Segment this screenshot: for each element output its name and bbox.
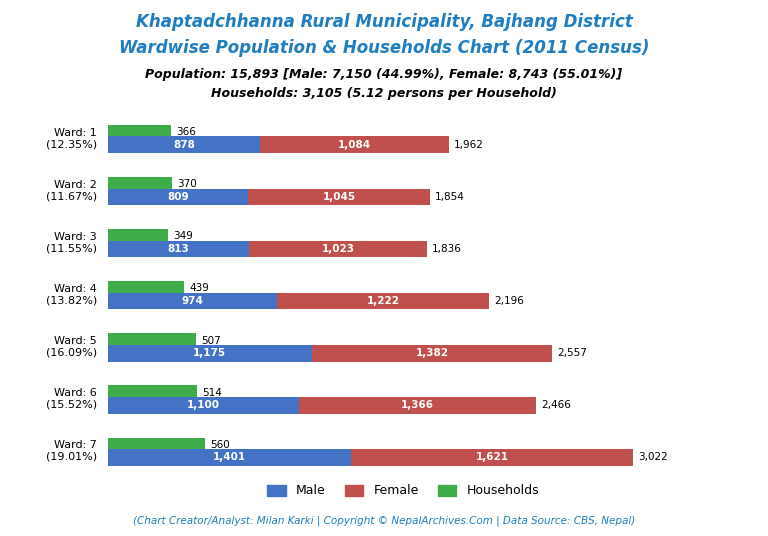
Bar xyxy=(108,241,249,257)
Text: 1,401: 1,401 xyxy=(213,452,246,463)
Text: Households: 3,105 (5.12 persons per Household): Households: 3,105 (5.12 persons per Hous… xyxy=(211,87,557,100)
Text: 2,196: 2,196 xyxy=(495,296,525,306)
Bar xyxy=(108,345,312,362)
Text: 1,854: 1,854 xyxy=(435,192,465,202)
Text: 1,962: 1,962 xyxy=(454,140,484,150)
Text: 349: 349 xyxy=(174,232,194,241)
Text: 878: 878 xyxy=(173,140,195,150)
Bar xyxy=(249,241,427,257)
Bar xyxy=(277,293,489,309)
Text: 514: 514 xyxy=(202,388,222,398)
Bar xyxy=(108,437,205,452)
Text: 1,836: 1,836 xyxy=(432,244,462,254)
Text: 560: 560 xyxy=(210,440,230,450)
Bar xyxy=(108,385,197,400)
Legend: Male, Female, Households: Male, Female, Households xyxy=(263,479,544,502)
Text: 1,045: 1,045 xyxy=(323,192,356,202)
Text: 1,621: 1,621 xyxy=(475,452,508,463)
Text: 3,022: 3,022 xyxy=(638,452,668,463)
Text: Wardwise Population & Households Chart (2011 Census): Wardwise Population & Households Chart (… xyxy=(119,39,649,57)
Bar xyxy=(108,281,184,296)
Bar xyxy=(108,189,248,205)
Text: Khaptadchhanna Rural Municipality, Bajhang District: Khaptadchhanna Rural Municipality, Bajha… xyxy=(136,13,632,32)
Text: 1,382: 1,382 xyxy=(415,348,449,358)
Text: 1,084: 1,084 xyxy=(338,140,371,150)
Text: 974: 974 xyxy=(181,296,204,306)
Text: 1,175: 1,175 xyxy=(193,348,227,358)
Text: 2,466: 2,466 xyxy=(541,400,571,411)
Text: 439: 439 xyxy=(189,284,209,294)
Bar xyxy=(108,397,299,414)
Text: 1,100: 1,100 xyxy=(187,400,220,411)
Bar xyxy=(312,345,552,362)
Text: 507: 507 xyxy=(201,336,220,346)
Bar xyxy=(108,449,351,466)
Text: 366: 366 xyxy=(177,127,197,137)
Bar xyxy=(299,397,536,414)
Text: 370: 370 xyxy=(177,179,197,189)
Bar xyxy=(108,229,168,244)
Bar xyxy=(108,177,172,191)
Bar xyxy=(108,137,260,153)
Text: 2,557: 2,557 xyxy=(558,348,588,358)
Bar xyxy=(351,449,633,466)
Text: 1,366: 1,366 xyxy=(401,400,434,411)
Bar xyxy=(248,189,430,205)
Text: (Chart Creator/Analyst: Milan Karki | Copyright © NepalArchives.Com | Data Sourc: (Chart Creator/Analyst: Milan Karki | Co… xyxy=(133,516,635,526)
Bar xyxy=(260,137,449,153)
Text: 1,222: 1,222 xyxy=(366,296,399,306)
Text: 1,023: 1,023 xyxy=(321,244,354,254)
Bar xyxy=(108,293,277,309)
Text: 809: 809 xyxy=(167,192,189,202)
Text: Population: 15,893 [Male: 7,150 (44.99%), Female: 8,743 (55.01%)]: Population: 15,893 [Male: 7,150 (44.99%)… xyxy=(145,68,623,81)
Bar xyxy=(108,125,171,139)
Text: 813: 813 xyxy=(167,244,189,254)
Bar xyxy=(108,333,196,348)
